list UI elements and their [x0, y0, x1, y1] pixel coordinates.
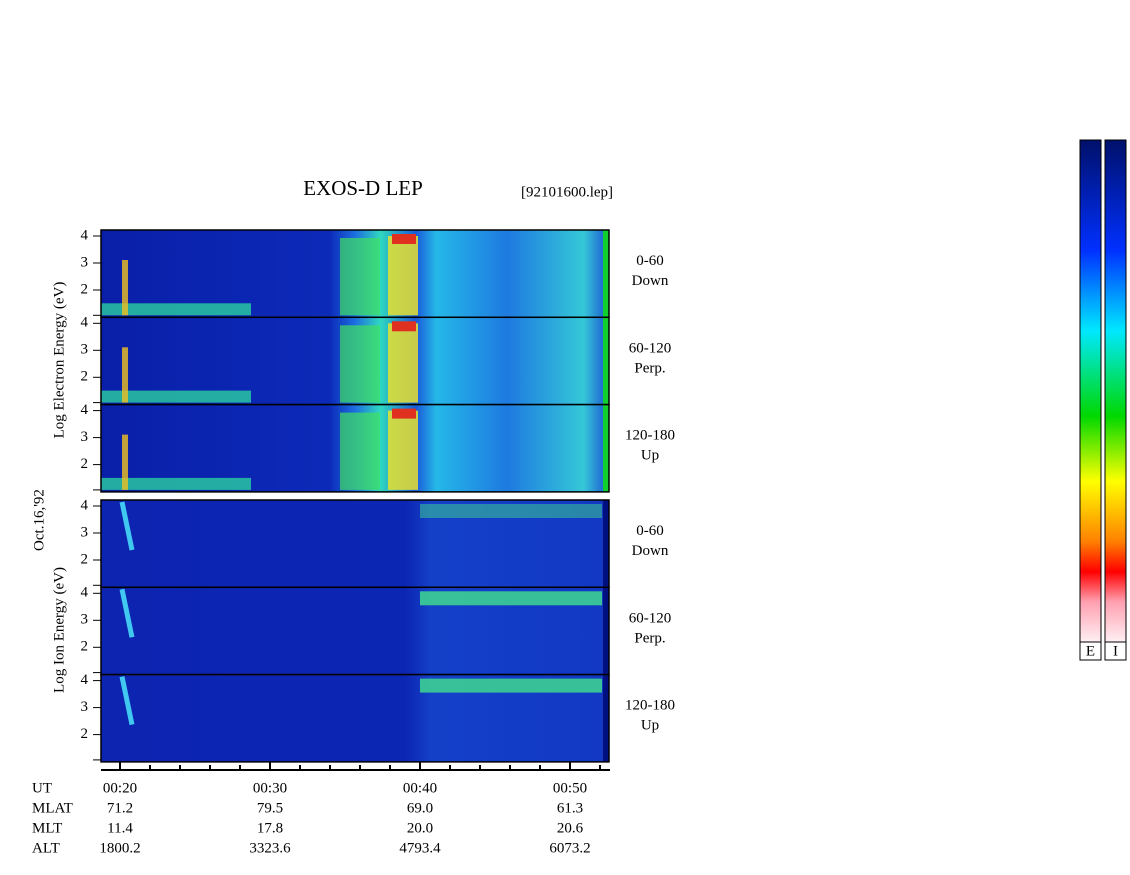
y-tick-label: 4 — [81, 672, 89, 688]
y-tick-label: 4 — [81, 497, 89, 513]
spike — [122, 260, 128, 316]
panel-direction: Down — [632, 273, 669, 289]
ion-streak — [119, 676, 135, 726]
y-tick-label: 4 — [81, 315, 89, 331]
ion-band — [420, 678, 602, 693]
spectrograms: 4 3 2 0-60 Down 4 3 2 60-120 Perp. 4 3 2 120-180 Up 4 3 2… — [81, 227, 675, 763]
panel-direction: Perp. — [634, 630, 665, 646]
file-name: [92101600.lep] — [521, 184, 613, 200]
plume — [388, 323, 418, 403]
plume-core — [392, 321, 416, 332]
ephemeris-value: 3323.6 — [249, 840, 291, 856]
y-tick-label: 2 — [81, 369, 89, 385]
plume — [388, 410, 418, 490]
ion-streak — [119, 501, 135, 551]
y-tick-label: 4 — [81, 585, 89, 601]
low-energy-band — [101, 390, 251, 403]
ephemeris-value: 00:50 — [553, 780, 587, 796]
burst — [340, 412, 380, 490]
ephemeris-value: 1800.2 — [99, 840, 140, 856]
y-tick-label: 3 — [81, 699, 89, 715]
edge — [603, 317, 609, 405]
ephemeris-label: MLT — [32, 820, 62, 836]
panel-angle: 60-120 — [629, 340, 672, 356]
panel-angle: 0-60 — [636, 253, 664, 269]
panel-angle: 0-60 — [636, 523, 664, 539]
ephemeris-label: MLAT — [32, 800, 73, 816]
edge — [603, 500, 609, 588]
y-tick-label: 3 — [81, 254, 89, 270]
ephemeris-value: 00:20 — [103, 780, 137, 796]
ephemeris-value: 17.8 — [257, 820, 283, 836]
colorbar-label-box — [1079, 641, 1102, 661]
panel-direction: Up — [641, 448, 659, 464]
ion-streak — [119, 588, 135, 638]
spike — [122, 434, 128, 490]
electron-axis-label: Log Electron Energy (eV) — [51, 282, 67, 439]
ephemeris-value: 00:30 — [253, 780, 287, 796]
ephemeris-value: 69.0 — [407, 800, 433, 816]
ion-band — [420, 504, 602, 518]
time-ticks — [119, 762, 601, 770]
low-energy-band — [101, 303, 251, 316]
colorbar-label-box — [1104, 641, 1127, 661]
y-tick-label: 3 — [81, 429, 89, 445]
panel-angle: 120-180 — [625, 698, 675, 714]
ion-axis-label: Log Ion Energy (eV) — [51, 567, 67, 693]
edge — [603, 404, 609, 492]
ephemeris-value: 71.2 — [107, 800, 133, 816]
panel-direction: Up — [641, 718, 659, 734]
panel-direction: Down — [632, 543, 669, 559]
ephemeris-value: 00:40 — [403, 780, 437, 796]
y-tick-label: 3 — [81, 342, 89, 358]
ephemeris-value: 11.4 — [107, 820, 133, 836]
y-tick-label: 2 — [81, 281, 89, 297]
y-tick-label: 2 — [81, 639, 89, 655]
plume-core — [392, 408, 416, 419]
y-tick-label: 2 — [81, 551, 89, 567]
edge — [603, 674, 609, 762]
panel-angle: 60-120 — [629, 610, 672, 626]
y-tick-label: 2 — [81, 456, 89, 472]
colorbar — [1079, 139, 1102, 643]
ephemeris-value: 79.5 — [257, 800, 283, 816]
colorbar-label: I — [1113, 643, 1118, 659]
ion-band — [420, 591, 602, 606]
colorbar — [1104, 139, 1127, 643]
panel-frame — [100, 673, 610, 763]
colorbar-label: E — [1086, 643, 1095, 659]
ephemeris-value: 4793.4 — [399, 840, 441, 856]
ephemeris-label: ALT — [32, 840, 60, 856]
ephemeris: UT 00:20 00:30 00:40 00:50 MLAT 71.2 79.5 69.0 61… — [32, 780, 591, 856]
edge — [603, 230, 609, 318]
ephemeris-value: 20.0 — [407, 820, 433, 836]
burst — [340, 325, 380, 403]
y-tick-label: 4 — [81, 227, 89, 243]
panel-angle: 120-180 — [625, 428, 675, 444]
ephemeris-label: UT — [32, 780, 52, 796]
plume-core — [392, 234, 416, 244]
ephemeris-value: 61.3 — [557, 800, 583, 816]
spike — [122, 347, 128, 403]
panel-direction: Perp. — [634, 360, 665, 376]
y-tick-label: 3 — [81, 612, 89, 628]
plume — [388, 236, 418, 316]
y-tick-label: 4 — [81, 402, 89, 418]
ephemeris-value: 6073.2 — [549, 840, 590, 856]
edge — [603, 587, 609, 675]
title: EXOS-D LEP — [303, 176, 423, 200]
ephemeris-value: 20.6 — [557, 820, 584, 836]
low-energy-band — [101, 477, 251, 490]
burst — [340, 238, 380, 316]
y-tick-label: 3 — [81, 524, 89, 540]
panel-frame — [100, 403, 610, 493]
y-tick-label: 2 — [81, 726, 89, 742]
date: Oct.16,'92 — [31, 489, 47, 551]
